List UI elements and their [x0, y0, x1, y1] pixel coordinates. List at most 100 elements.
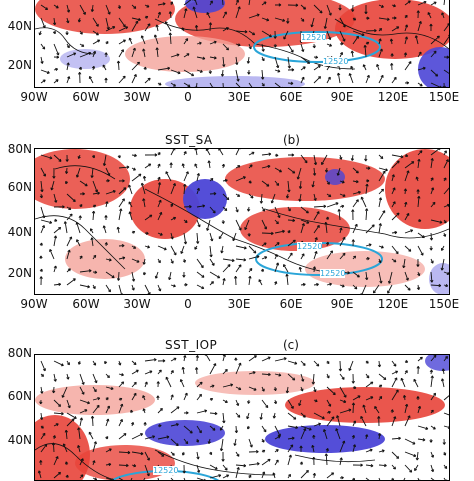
x-tick-label: 90E: [322, 90, 362, 104]
wind-vector: [327, 203, 338, 207]
wind-vector: [392, 246, 398, 254]
wind-vector: [119, 199, 124, 207]
wind-vector: [301, 470, 308, 478]
panel-c-map: 12520: [34, 354, 450, 481]
wind-vector: [67, 237, 72, 246]
wind-vector: [431, 478, 438, 480]
anomaly-cool: [165, 76, 305, 87]
y-tick-label: 40N: [2, 433, 32, 447]
wind-vector: [236, 220, 241, 230]
wind-vector: [236, 265, 241, 272]
wind-vector: [400, 478, 405, 480]
wind-vector: [392, 378, 397, 387]
wind-vector: [288, 413, 296, 419]
y-tick-label: 40N: [2, 19, 32, 33]
wind-vector: [418, 478, 419, 480]
panel-tag: (b): [283, 133, 300, 147]
panel-b-field: [35, 149, 449, 294]
wind-vector: [444, 0, 445, 5]
wind-vector: [41, 361, 45, 371]
panel-c-field: [35, 355, 449, 480]
x-tick-label: 90W: [14, 297, 54, 311]
wind-vector: [379, 478, 381, 480]
anomaly-warm: [125, 36, 245, 72]
wind-vector: [54, 227, 61, 233]
x-tick-label: 120E: [373, 90, 413, 104]
wind-vector: [405, 439, 415, 444]
x-tick-label: 60W: [66, 90, 106, 104]
y-tick-label: 80N: [2, 346, 32, 360]
y-tick-label: 80N: [2, 142, 32, 156]
wind-vector: [262, 400, 268, 408]
contour-label: 12520: [323, 57, 348, 66]
wind-vector: [210, 272, 220, 278]
wind-vector: [262, 233, 273, 234]
anomaly-warm: [285, 387, 445, 423]
x-tick-label: 0: [168, 90, 208, 104]
anomaly-warm: [35, 149, 130, 209]
wind-vector: [196, 149, 197, 155]
wind-vector: [379, 211, 385, 220]
wind-vector: [145, 78, 150, 83]
contour-label: 12520: [320, 269, 345, 278]
wind-vector: [119, 285, 122, 294]
wind-vector: [405, 62, 411, 70]
wind-vector: [171, 407, 179, 413]
wind-vector: [223, 265, 230, 272]
panel-title: SST_SA: [165, 133, 213, 147]
wind-vector: [405, 452, 416, 456]
contour-label: 12520: [297, 242, 322, 251]
wind-vector: [249, 356, 256, 361]
wind-vector: [132, 174, 141, 181]
x-tick-label: 0: [168, 297, 208, 311]
wind-vector: [444, 413, 449, 416]
panel-title: SST_IOP: [165, 338, 217, 352]
wind-vector: [405, 465, 412, 472]
wind-vector: [171, 246, 176, 255]
panel-tag: (c): [283, 338, 299, 352]
x-tick-label: 60W: [66, 297, 106, 311]
wind-vector: [184, 478, 187, 480]
x-tick-label: 30E: [219, 90, 259, 104]
wind-vector: [236, 149, 240, 155]
panel-a: 12520 12520 40N 20N 90W 60W 30W 0 30E 60…: [0, 0, 474, 115]
wind-vector: [405, 285, 410, 290]
y-tick-label: 40N: [2, 225, 32, 239]
wind-vector: [197, 272, 204, 277]
wind-vector: [119, 434, 126, 439]
wind-vector: [165, 22, 171, 31]
x-tick-label: 30W: [117, 297, 157, 311]
wind-vector: [219, 149, 223, 155]
wind-vector: [314, 77, 321, 83]
wind-vector: [353, 403, 354, 413]
x-tick-label: 60E: [271, 297, 311, 311]
wind-vector: [171, 478, 176, 480]
wind-vector: [132, 434, 143, 439]
y-tick-label: 20N: [2, 58, 32, 72]
x-tick-label: 90W: [14, 90, 54, 104]
anomaly-cool: [145, 420, 225, 446]
wind-vector: [361, 197, 366, 207]
anomaly-warm: [195, 371, 315, 395]
x-tick-label: 30W: [117, 90, 157, 104]
x-tick-label: 150E: [424, 90, 464, 104]
wind-vector: [54, 361, 63, 366]
wind-vector: [392, 452, 399, 458]
panel-b-map: 12520 12520: [34, 148, 450, 295]
wind-vector: [284, 264, 288, 272]
wind-vector: [379, 374, 386, 380]
wind-vector: [145, 285, 150, 294]
wind-vector: [205, 355, 210, 361]
panel-a-field: [35, 0, 449, 87]
wind-vector: [353, 200, 358, 207]
anomaly-cool: [265, 425, 385, 453]
anomaly-warm: [35, 0, 175, 34]
wind-vector: [50, 249, 54, 259]
x-tick-label: 90E: [322, 297, 362, 311]
y-tick-label: 20N: [2, 266, 32, 280]
wind-vector: [223, 83, 224, 87]
wind-vector: [444, 393, 449, 400]
wind-vector: [67, 279, 75, 285]
y-tick-label: 60N: [2, 389, 32, 403]
wind-vector: [166, 377, 171, 387]
